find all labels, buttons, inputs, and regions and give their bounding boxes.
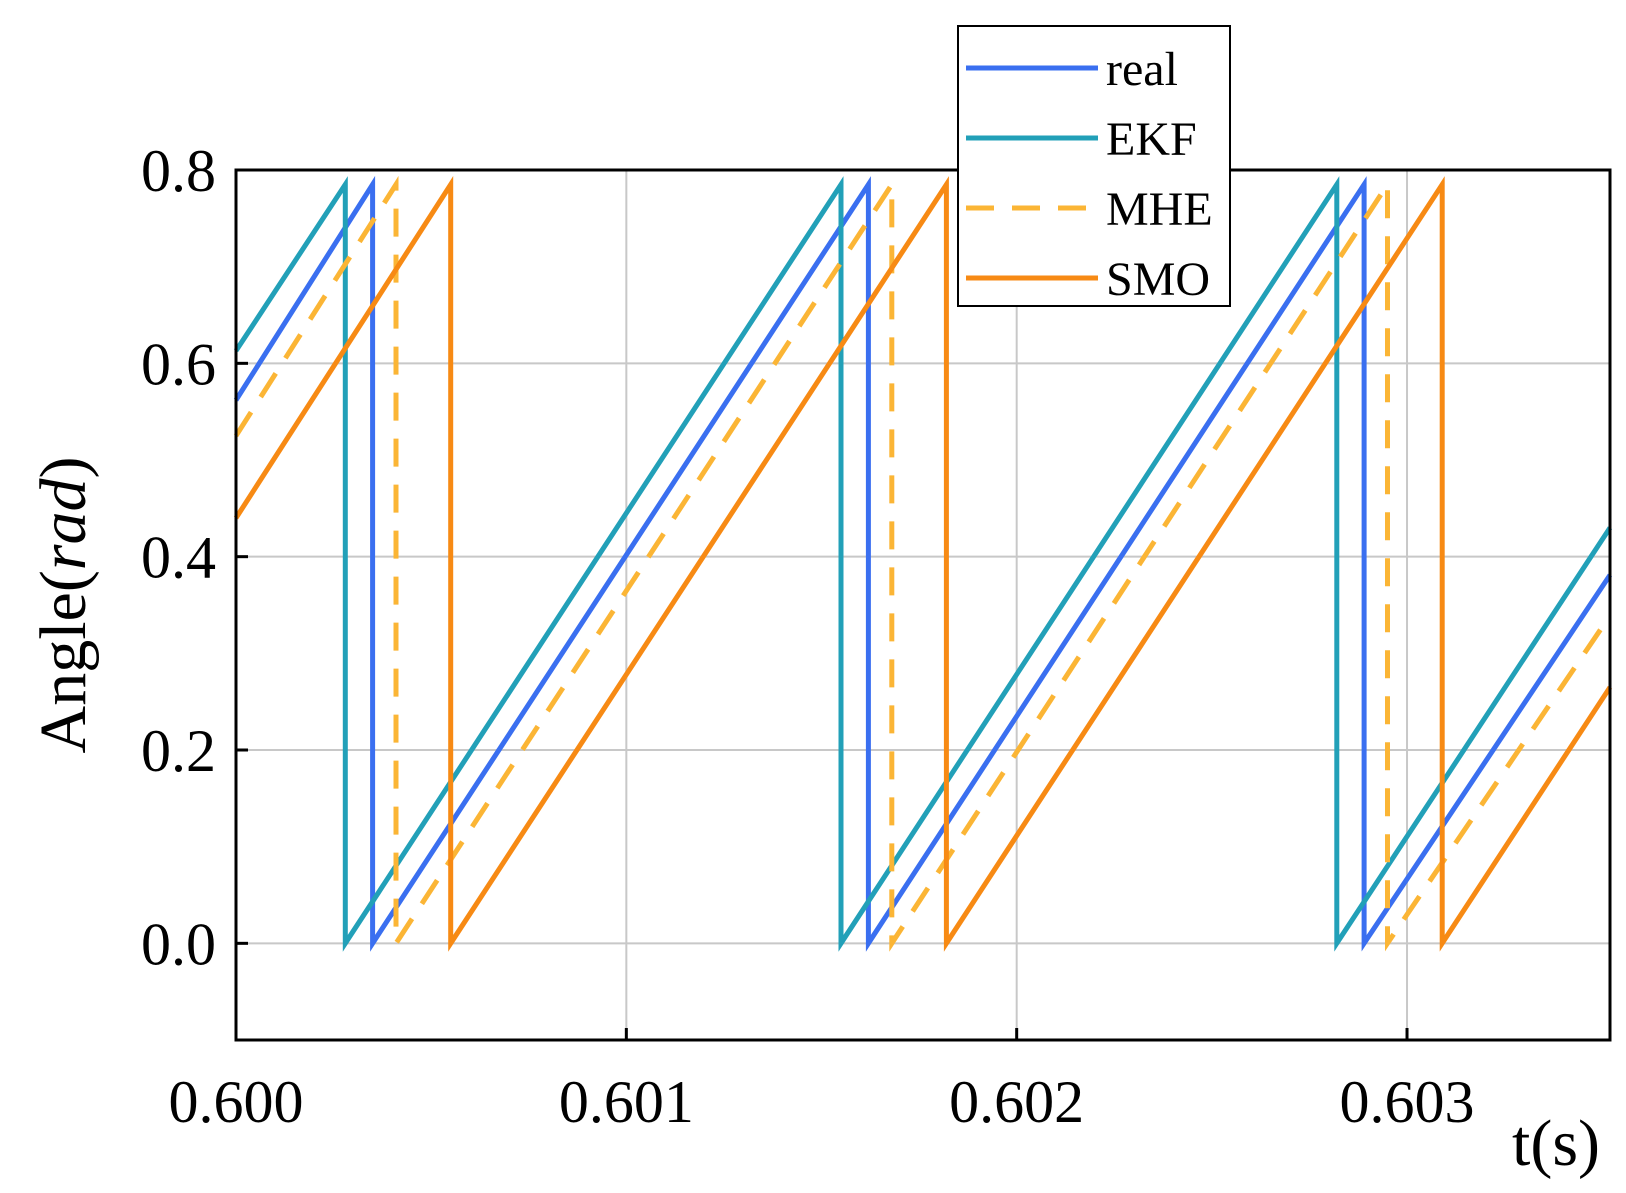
- x-tick-label: 0.603: [1340, 1069, 1475, 1135]
- x-tick-label: 0.601: [559, 1069, 694, 1135]
- y-tick-label: 0.2: [141, 718, 216, 784]
- y-axis-title-unit: rad: [27, 478, 100, 571]
- y-tick-label: 0.6: [141, 331, 216, 397]
- legend-box: [957, 25, 1231, 307]
- y-axis-title-close: ): [27, 457, 100, 479]
- legend-item-real: real: [966, 43, 1178, 96]
- legend-label: EKF: [1106, 113, 1197, 166]
- series-line-real: [233, 175, 1613, 952]
- series-line-smo: [233, 175, 1613, 952]
- legend-items: real EKF MHE SMO: [966, 43, 1213, 306]
- series-line-mhe: [233, 175, 1613, 952]
- y-axis-title: Angle(rad): [27, 457, 100, 754]
- tick-labels: 0.600 0.601 0.602 0.603 0.0 0.2 0.4 0.6 0.8: [141, 138, 1475, 1135]
- legend-item-mhe: MHE: [966, 183, 1213, 236]
- legend-label: MHE: [1106, 183, 1213, 236]
- ticks: [234, 168, 1409, 1040]
- legend-label: SMO: [1106, 253, 1210, 306]
- legend-item-smo: SMO: [966, 253, 1210, 306]
- y-tick-label: 0.4: [141, 525, 216, 591]
- plot-frame: [234, 168, 1612, 1042]
- y-axis-title-main: Angle(: [27, 570, 100, 753]
- series-line-ekf: [233, 176, 1613, 952]
- x-tick-label: 0.602: [949, 1069, 1084, 1135]
- y-tick-label: 0.8: [141, 138, 216, 204]
- x-axis-title: t(s): [1512, 1107, 1600, 1180]
- legend-item-ekf: EKF: [966, 113, 1197, 166]
- legend: real EKF MHE SMO: [957, 25, 1231, 307]
- x-tick-label: 0.600: [169, 1069, 304, 1135]
- series-layer: [233, 175, 1613, 952]
- legend-label: real: [1106, 43, 1178, 96]
- y-tick-label: 0.0: [141, 911, 216, 977]
- grid: [236, 170, 1610, 1040]
